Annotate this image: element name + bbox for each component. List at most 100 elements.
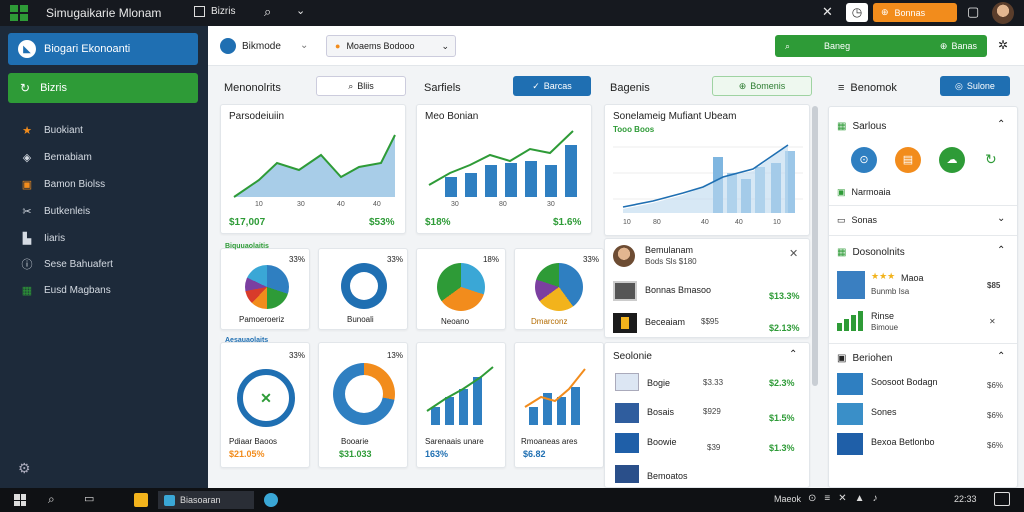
pie-label: Bunoali xyxy=(347,315,374,324)
app-icon-2[interactable]: ▤ xyxy=(895,147,921,173)
tick-label: 80 xyxy=(653,219,661,226)
sidebar-item-1[interactable]: ★ Buokiant xyxy=(20,123,83,137)
sidebar-item-7[interactable]: ▦ Eusd Magbans xyxy=(20,283,111,297)
avatar[interactable] xyxy=(992,2,1014,24)
clock-button[interactable]: ◷ xyxy=(846,3,868,22)
close-icon[interactable]: ✕ xyxy=(789,248,799,260)
thumbnail xyxy=(837,271,865,299)
home-logo-icon[interactable] xyxy=(220,38,236,54)
pie-card-1[interactable]: Biquuaolaitis 33% Pamoeroeriz xyxy=(220,243,310,330)
app-icon-3[interactable]: ☁ xyxy=(939,147,965,173)
chevron-down-icon[interactable]: ⌄ xyxy=(296,5,306,17)
tray-icons[interactable]: ⊙≡✕▲♪ xyxy=(808,493,886,504)
chart-card-3[interactable]: Sonelameig Mufiant Ubeam Tooo Boos 10 80… xyxy=(604,104,810,236)
pie-percent: 33% xyxy=(288,255,305,264)
taskbar-app-1[interactable]: Biasoaran xyxy=(158,491,254,509)
chevron-down-icon[interactable]: ⌄ xyxy=(997,213,1006,224)
section-button-4[interactable]: ◎ Sulone xyxy=(940,76,1010,96)
sidebar-header[interactable]: ◣ Biogari Ekonoanti xyxy=(8,33,198,65)
bar-card-3[interactable]: Sarenaais unare 163% xyxy=(416,342,506,468)
tick-label: 30 xyxy=(451,201,459,208)
title-bar: Simugaikarie Mlonam Bizris ⌕ ⌄ ✕ ◷ ⊕ Bonn… xyxy=(0,0,1024,26)
section-title-4-label: Benomok xyxy=(850,82,897,94)
bar-card-4[interactable]: Rmoaneas ares $6.82 xyxy=(514,342,604,468)
chart-card-2[interactable]: Meo Bonian 30 80 30 $18% $1.6% xyxy=(416,104,592,234)
thumbnail xyxy=(613,313,637,333)
chevron-up-icon[interactable]: ⌃ xyxy=(997,245,1006,256)
chevron-up-icon[interactable]: ⌃ xyxy=(997,351,1006,362)
list-item-sub: Bimoue xyxy=(871,323,899,332)
list-item-value: $1.3% xyxy=(769,443,795,453)
search-icon[interactable]: ⌕ xyxy=(264,4,272,19)
browser-icon[interactable] xyxy=(264,493,278,507)
list-item-value: $6% xyxy=(987,441,1004,450)
app-icon-1[interactable]: ⊙ xyxy=(851,147,877,173)
clock[interactable]: 22:33 xyxy=(954,494,977,504)
scrollbar[interactable] xyxy=(812,106,818,386)
sidebar-item-label: Bemabiam xyxy=(44,151,92,163)
plus-icon: ⊕ xyxy=(939,40,948,51)
chat-icon[interactable]: ▢ xyxy=(967,4,980,19)
bar-line-chart xyxy=(428,130,577,197)
pie-card-4[interactable]: 33% Dmarconz xyxy=(514,248,604,330)
chart-card-1[interactable]: Parsodeiuiin 10 30 40 40 $17,007 $53% xyxy=(220,104,406,234)
sidebar-item-active[interactable]: ↻ Bizris xyxy=(8,73,198,103)
button-label: Barcas xyxy=(543,81,572,91)
list-item-title: Bosais xyxy=(647,407,675,417)
section-search-1[interactable]: ⌕ Bliis xyxy=(316,76,406,96)
green-action-bar[interactable]: ⌕ Baneg ⊕ Banas xyxy=(775,35,987,57)
thumbnail xyxy=(615,373,639,391)
chevron-down-icon: ⌄ xyxy=(441,40,449,51)
start-icon[interactable] xyxy=(14,494,26,506)
tab-bizris[interactable]: Bizris xyxy=(194,6,235,17)
card-label: Sarenaais unare xyxy=(425,437,484,446)
panel-row-2[interactable]: ▭ Sonas xyxy=(837,215,877,226)
pie-card-3[interactable]: 18% Neoano xyxy=(416,248,506,330)
sidebar-item-5[interactable]: ▙ Iiaris xyxy=(20,231,65,245)
search-icon[interactable]: ⌕ xyxy=(48,492,55,506)
donut-card-2[interactable]: 13% Booarie $31.033 xyxy=(318,342,408,468)
thumbnail xyxy=(837,433,863,455)
menu-icon[interactable]: ≡ xyxy=(838,82,845,94)
app-badge-icon[interactable] xyxy=(134,493,148,507)
pie-card-2[interactable]: 33% Bunoali xyxy=(318,248,408,330)
orange-action-button[interactable]: ⊕ Bonnas xyxy=(873,3,957,22)
section-button-2[interactable]: ✓ Barcas xyxy=(513,76,591,96)
sidebar-header-label: Biogari Ekonoanti xyxy=(44,43,131,55)
app-title: Simugaikarie Mlonam xyxy=(46,6,162,20)
sidebar-item-label: Eusd Magbans xyxy=(44,284,111,296)
task-view-icon[interactable]: ▭ xyxy=(84,493,95,505)
gauge-card-1[interactable]: Aesauaolaits 33% ✕ Pdiaar Baoos $21.05% xyxy=(220,337,310,468)
list-item-title: Bogie xyxy=(647,378,671,388)
section-button-3[interactable]: ⊕ Bomenis xyxy=(712,76,812,96)
bar-chart-icon xyxy=(837,311,865,331)
notification-icon[interactable] xyxy=(994,492,1010,506)
sidebar-item-6[interactable]: ⓘ Sese Bahuafert xyxy=(20,257,113,272)
info-icon: ⓘ xyxy=(21,259,33,271)
breadcrumb[interactable]: Bikmode xyxy=(242,41,281,52)
chevron-up-icon[interactable]: ⌃ xyxy=(997,119,1006,130)
card-value: $21.05% xyxy=(229,449,265,459)
list-item-value[interactable]: ✕ xyxy=(989,317,996,326)
bar-chart xyxy=(524,368,586,425)
divider xyxy=(829,343,1017,344)
list-item-title: Soosoot Bodagn xyxy=(871,377,938,387)
divider xyxy=(829,235,1017,236)
category-dropdown[interactable]: ● Moaems Bodooo ⌄ xyxy=(326,35,456,57)
chevron-up-icon[interactable]: ⌃ xyxy=(789,349,798,360)
card-corner-label: Biquuaolaitis xyxy=(225,243,269,250)
dropdown-value: Moaems Bodooo xyxy=(346,41,415,51)
list-item-mid: $929 xyxy=(703,407,721,416)
panel-title: Seolonie xyxy=(613,351,652,362)
sidebar-item-3[interactable]: ▣ Bamon Biolss xyxy=(20,177,105,191)
refresh-icon[interactable]: ↻ xyxy=(985,151,997,167)
briefcase-icon: ▣ xyxy=(21,178,33,191)
settings-icon[interactable]: ⚙ xyxy=(18,460,31,476)
grid-settings-icon[interactable]: ✲ xyxy=(998,38,1009,52)
sidebar-item-4[interactable]: ✂ Butkenleis xyxy=(20,204,90,218)
panel-row-1[interactable]: ▣ Narmoaia xyxy=(837,187,891,198)
sidebar-item-2[interactable]: ◈ Bemabiam xyxy=(20,150,92,164)
card-label: Rmoaneas ares xyxy=(521,437,578,446)
tools-icon[interactable]: ✕ xyxy=(822,4,833,19)
tick-label: 10 xyxy=(623,219,631,226)
